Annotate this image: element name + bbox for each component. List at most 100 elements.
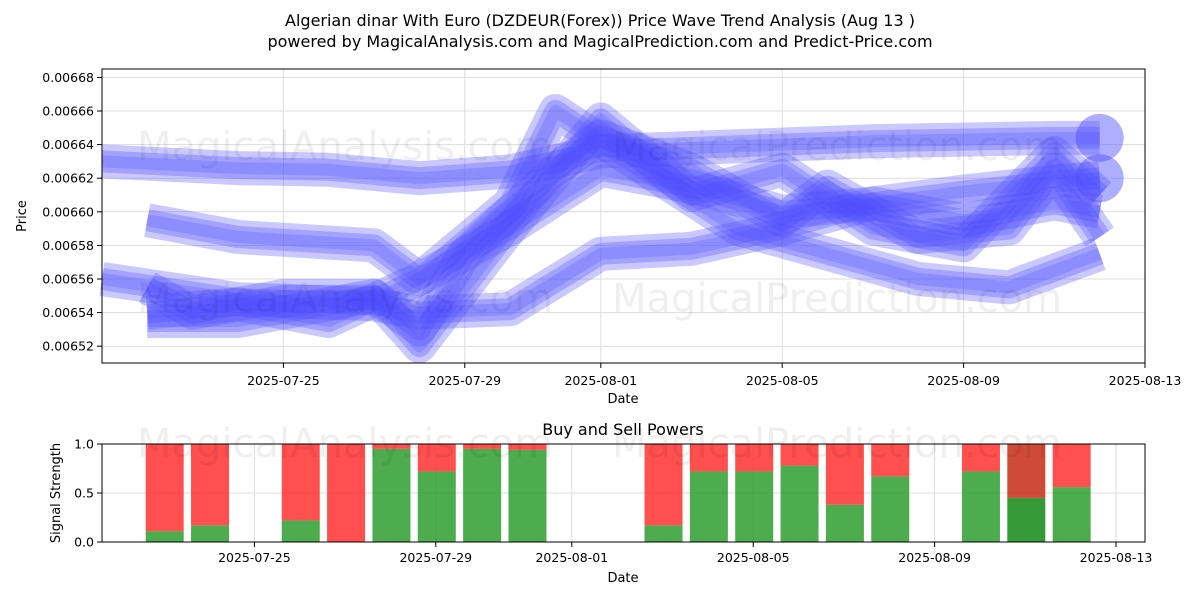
power-bars [145,444,1091,542]
buy-bar [145,531,184,542]
sell-bar [281,444,320,521]
wave-series [144,152,1103,296]
power-x-tick-label: 2025-07-29 [399,550,472,565]
wave-band [144,152,1103,296]
watermark-analysis-top: MagicalAnalysis.com [137,124,553,170]
buy-bar [644,525,683,542]
wave-band [146,163,1101,285]
chart-subtitle: powered by MagicalAnalysis.com and Magic… [267,32,932,51]
sell-bar [780,444,819,466]
wave-end-point [1075,113,1124,162]
price-waves [99,94,1124,364]
wave-band [141,125,1109,341]
buy-bar [871,476,910,542]
wave-band [101,172,1101,319]
sell-bar [417,444,456,472]
price-y-tick-label: 0.00652 [42,339,94,354]
buy-bar [735,471,774,542]
power-y-tick-label: 0.0 [74,535,94,550]
wave-band [99,161,1101,330]
buy-bar [463,448,502,542]
wave-series [139,119,1114,347]
sell-bar [689,444,728,472]
wave-band [145,158,1102,290]
wave-band [144,130,1105,336]
sell-bar [644,444,683,526]
sell-bar [508,444,547,450]
price-plot-frame [101,68,1146,364]
power-y-tick-label: 1.0 [74,437,94,452]
buy-bar [961,471,1000,542]
power-x-tick-label: 2025-08-13 [1080,550,1153,565]
price-x-tick-label: 2025-07-29 [428,373,501,388]
buy-bar [1007,497,1046,542]
price-x-axis-label: Date [607,392,638,407]
chart-title: Algerian dinar With Euro (DZDEUR(Forex))… [285,11,915,30]
buy-bar [780,465,819,542]
wave-series [145,94,1106,338]
watermark-analysis-mid: MagicalAnalysis.com [137,276,553,322]
sell-bar [327,444,366,542]
buy-bar [825,504,864,542]
power-x-tick-label: 2025-08-05 [717,550,790,565]
watermark-prediction-mid: MagicalPrediction.com [612,276,1062,322]
buy-bar [281,520,320,542]
power-chart: Buy and Sell Powers MagicalAnalysis.com … [49,420,1152,586]
buy-bar [417,471,456,542]
power-y-axis-label: Signal Strength [49,443,64,543]
power-x-axis-label: Date [607,571,638,586]
wave-series [99,154,1124,330]
wave-series [101,113,1124,196]
power-x-ticks: 2025-07-25 2025-07-29 2025-08-01 2025-08-05… [218,542,1152,565]
wave-end-point [1075,154,1124,203]
power-x-tick-label: 2025-08-09 [898,550,971,565]
wave-band [147,113,1104,353]
sell-bar [825,444,864,505]
price-x-tick-label: 2025-07-25 [247,373,320,388]
wave-band [146,100,1104,332]
price-y-tick-label: 0.00662 [42,171,94,186]
power-x-tick-label: 2025-07-25 [218,550,291,565]
wave-band [139,119,1114,347]
price-x-tick-label: 2025-08-09 [927,373,1000,388]
price-y-tick-label: 0.00668 [42,70,94,85]
watermark-prediction-top: MagicalPrediction.com [612,124,1062,170]
wave-band [147,108,1108,358]
buy-bar [508,449,547,542]
sell-bar [191,444,230,526]
power-y-ticks: 0.0 0.5 1.0 [74,437,102,550]
wave-band [100,167,1101,324]
power-y-tick-label: 0.5 [74,486,94,501]
price-chart: MagicalAnalysis.com MagicalPrediction.co… [15,68,1181,407]
sell-bar [735,444,774,472]
buy-bar [1052,487,1091,542]
sell-bar [1007,444,1046,498]
sell-bar [145,444,184,532]
price-y-tick-label: 0.00658 [42,238,94,253]
price-y-tick-label: 0.00666 [42,104,94,119]
sell-bar [1052,444,1091,488]
price-y-ticks: 0.00652 0.00654 0.00656 0.00658 0.00660 0.006… [42,70,102,354]
price-x-tick-label: 2025-08-01 [564,373,637,388]
price-y-tick-label: 0.00660 [42,204,94,219]
buy-bar [372,448,411,542]
price-x-tick-label: 2025-08-13 [1109,373,1182,388]
power-chart-title: Buy and Sell Powers [542,420,704,439]
wave-band [101,120,1100,196]
buy-bar [191,525,230,542]
wave-band [145,94,1106,338]
sell-bar [463,444,502,449]
price-y-tick-label: 0.00656 [42,272,94,287]
price-x-ticks: 2025-07-25 2025-07-29 2025-08-01 2025-08-05… [247,363,1181,388]
wave-band [147,102,1112,364]
wave-band [146,105,1102,327]
power-x-tick-label: 2025-08-01 [535,550,608,565]
buy-bar [689,471,728,542]
price-y-tick-label: 0.00654 [42,305,94,320]
sell-bar [961,444,1000,472]
wave-band [101,126,1100,190]
sell-bar [372,444,411,449]
price-y-tick-label: 0.00664 [42,137,94,152]
wave-band [101,131,1100,185]
